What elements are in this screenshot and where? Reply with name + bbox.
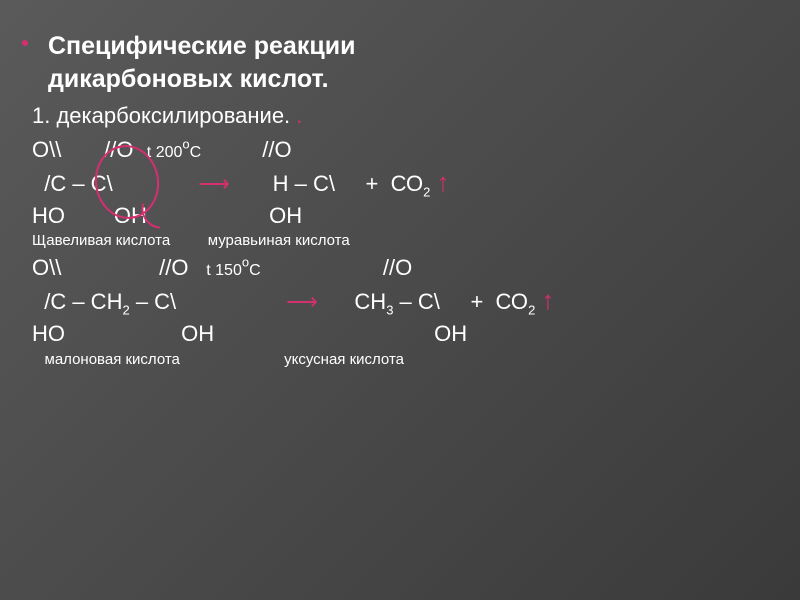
subtitle-text: 1. декарбоксилирование. [32, 103, 290, 128]
r2-h2: 2 [122, 302, 129, 317]
r2-labels: малоновая кислота уксусная кислота [32, 351, 760, 368]
r1-row1-right: //O [201, 137, 291, 162]
r1-row2-right: H – С\ + СО [230, 171, 423, 196]
r2-row1-left: O\\ //O [32, 255, 188, 280]
r2-row2-right2: – С\ + СО [393, 289, 528, 314]
bullet-marker [22, 40, 28, 46]
red-dot: . [296, 103, 302, 128]
slide-title: Специфические реакции дикарбоновых кисло… [48, 30, 760, 95]
r2-label-right: уксусная кислота [180, 351, 404, 368]
r2-deg: о [242, 255, 249, 270]
r2-spacer [182, 289, 286, 314]
r2-co2: 2 [528, 302, 535, 317]
slide: Специфические реакции дикарбоновых кисло… [0, 0, 800, 600]
r2-row1-right: //O [261, 255, 413, 280]
r2-row1: O\\ //O t 150оС //O [32, 253, 760, 283]
up-arrow-icon: ↑ [436, 165, 449, 200]
up-arrow-icon: ↑ [541, 283, 554, 318]
title-line2: дикарбоновых кислот. [48, 65, 329, 93]
r1-spacer [113, 171, 199, 196]
r2-label-left: малоновая кислота [32, 351, 180, 368]
r2-row2-mid: – С\ [130, 289, 183, 314]
r1-cond: t 200 [133, 144, 182, 161]
r1-label-right: муравьиная кислота [170, 232, 350, 249]
arrow-icon: ⟶ [286, 289, 318, 314]
r1-labels: Щавеливая кислота муравьиная кислота [32, 232, 760, 249]
r1-row1: O\\ //O t 200оС //O [32, 135, 760, 165]
r1-row2-left: /С – С\ [32, 171, 113, 196]
title-line1: Специфические реакции [48, 32, 355, 60]
r2-row2-left: /С – СН [32, 289, 122, 314]
r1-row2: /С – С\ ⟶ H – С\ + СО2 ↑ [32, 165, 760, 201]
r2-row2: /С – СН2 – С\ ⟶ СН3 – С\ + СО2 ↑ [32, 283, 760, 319]
r1-deg: о [182, 137, 189, 152]
r1-c: С [190, 144, 202, 161]
r1-row3: НО ОН ОН [32, 201, 760, 231]
r1-row1-left: O\\ //O [32, 137, 133, 162]
r2-row3: НО ОН ОН [32, 319, 760, 349]
r2-row2-right: СН [318, 289, 386, 314]
r1-co2: 2 [423, 184, 430, 199]
r2-cond: t 150 [188, 262, 241, 279]
arrow-icon: ⟶ [198, 171, 230, 196]
r2-c: С [249, 262, 261, 279]
r1-label-left: Щавеливая кислота [32, 232, 170, 249]
subtitle: 1. декарбоксилирование. . [32, 103, 760, 129]
